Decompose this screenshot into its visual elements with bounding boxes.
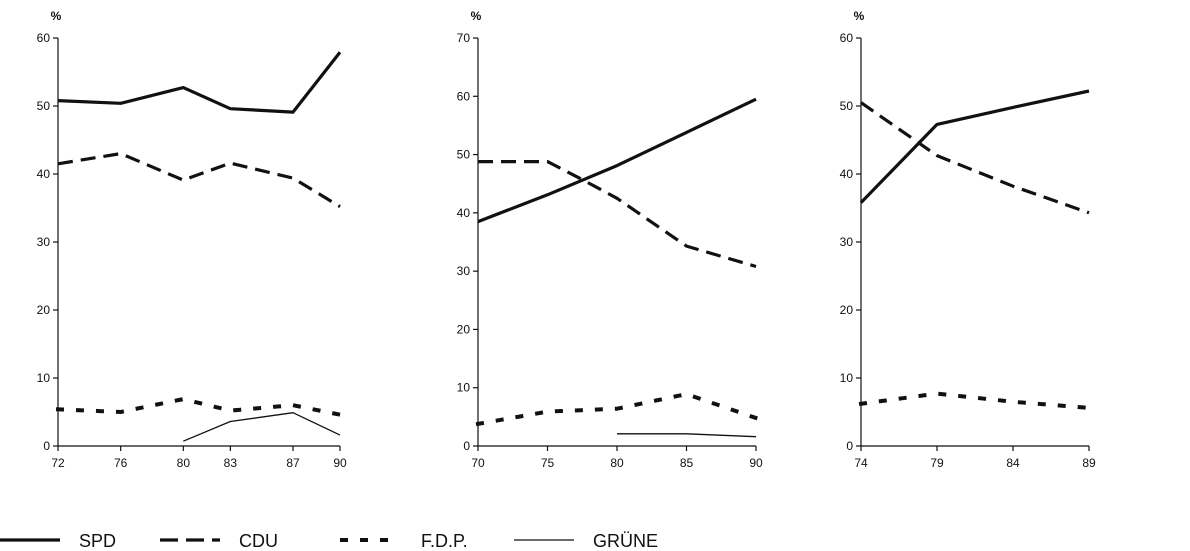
panel-2-y-tick-label: 10 [457,381,471,395]
panel-1-series-cdu [57,152,341,208]
panel-1-y-tick-label: 0 [43,439,50,453]
panel-2-y-tick-label: 50 [457,148,471,162]
panel-2-y-tick-label: 60 [457,89,471,103]
panel-1-y-tick-label: 50 [37,99,51,113]
panel-2-x-tick-label: 85 [680,456,694,470]
panel-2-y-tick-label: 0 [463,439,470,453]
panel-1-x-tick-label: 80 [177,456,191,470]
panel-2-x-tick-label: 70 [471,456,485,470]
panel-2-series-cdu [478,160,757,269]
panel-3-series-fdp [858,391,1092,411]
panel-2-y-tick-label: 20 [457,322,471,336]
legend-label-4: GRÜNE [593,531,658,551]
panel-3-y-tick-label: 40 [840,167,854,181]
panel-3-y-tick-label: 60 [840,31,854,45]
panel-3-y-tick-label: 50 [840,99,854,113]
panel-1-y-tick-label: 40 [37,167,51,181]
panel-1-series-spd [57,51,342,114]
panel-1-x-tick-label: 90 [333,456,347,470]
panel-3-series-spd [859,89,1090,204]
panel-3-unit-label: % [854,9,865,23]
panel-1-x-tick-label: 76 [114,456,128,470]
panel-1-series-fdp [55,397,343,418]
panel-2-unit-label: % [471,9,482,23]
panel-2-x-tick-label: 75 [541,456,555,470]
legend-label-2: CDU [239,531,278,551]
panel-2-y-tick-label: 30 [457,264,471,278]
panel-2-x-tick-label: 90 [749,456,763,470]
panel-2-y-tick-label: 70 [457,31,471,45]
panel-2-series-grüne [617,433,757,438]
panel-3-x-tick-label: 79 [930,456,944,470]
panel-2-x-tick-label: 80 [610,456,624,470]
panel-3-y-tick-label: 0 [846,439,853,453]
panel-3-x-tick-label: 74 [854,456,868,470]
panel-3-y-tick-label: 30 [840,235,854,249]
panel-1-unit-label: % [51,9,62,23]
panel-3-y-tick-label: 20 [840,303,854,317]
panel-1-y-tick-label: 30 [37,235,51,249]
panel-1-x-tick-label: 72 [51,456,65,470]
panel-2-y-tick-label: 40 [457,206,471,220]
panel-2-series-fdp [475,392,759,427]
panel-1-x-tick-label: 87 [286,456,300,470]
panel-3-series-cdu [860,101,1090,215]
panel-2-series-spd [477,97,757,224]
legend-label-3: F.D.P. [421,531,468,551]
legend-label-1: SPD [79,531,116,551]
panel-1-y-tick-label: 20 [37,303,51,317]
panel-3-x-tick-label: 84 [1006,456,1020,470]
panel-3-y-tick-label: 10 [840,371,854,385]
panel-1-y-tick-label: 10 [37,371,51,385]
panel-3-x-tick-label: 89 [1082,456,1096,470]
panel-1-series-grüne [183,412,341,442]
panel-1-x-tick-label: 83 [224,456,238,470]
panel-1-y-tick-label: 60 [37,31,51,45]
